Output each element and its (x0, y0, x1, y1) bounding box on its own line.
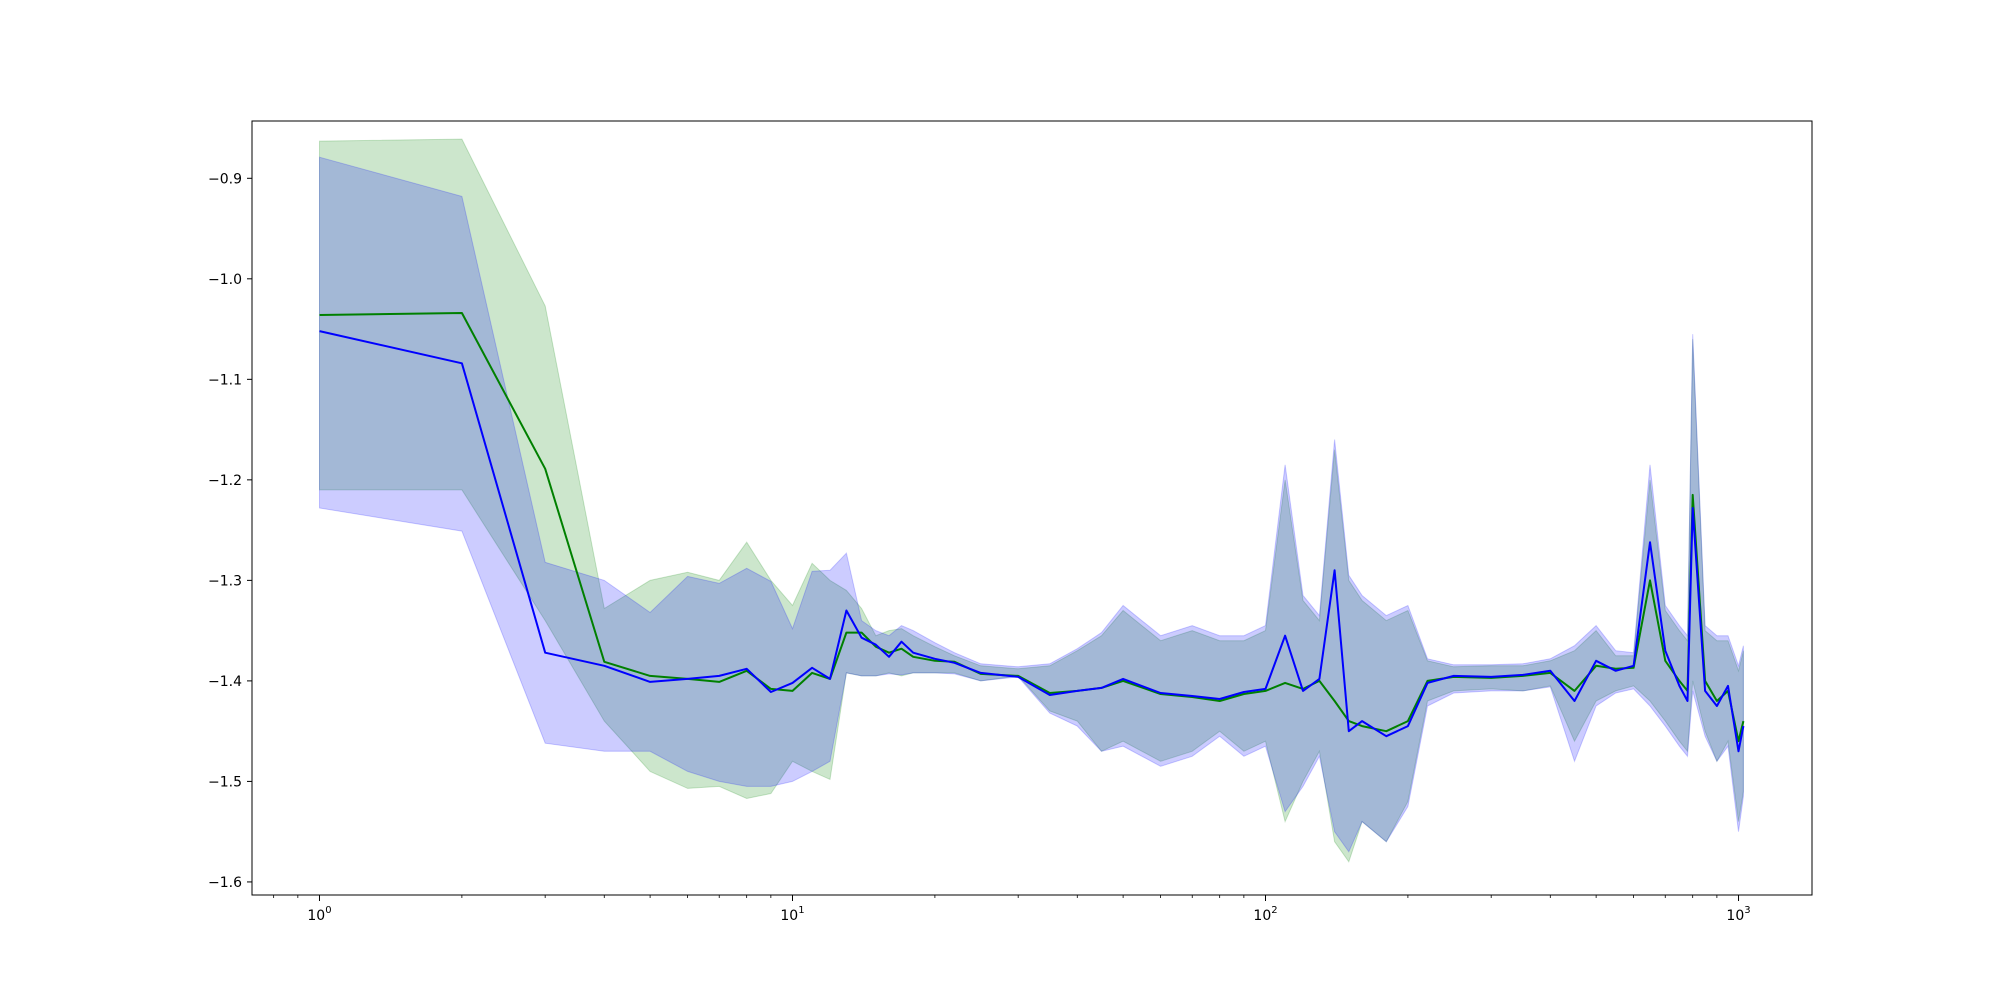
y-tick-label: −1.0 (208, 272, 242, 288)
x-axis: 100 101 102 103 (273, 895, 1751, 924)
y-tick-label: −1.3 (208, 573, 242, 589)
x-tick-label: 102 (1253, 905, 1277, 924)
x-tick-label: 100 (307, 905, 331, 924)
series-2-line (319, 330, 1745, 753)
x-tick-label: 101 (780, 905, 804, 924)
y-tick-label: −1.4 (208, 674, 242, 690)
confidence-bands (319, 138, 1744, 863)
y-tick-label: −1.1 (208, 372, 242, 388)
series-1-band (319, 138, 1744, 863)
series-1-line (319, 312, 1745, 743)
x-tick-label: 103 (1726, 905, 1750, 924)
y-tick-label: −0.9 (208, 171, 242, 187)
axes-frame (251, 120, 1813, 896)
y-tick-label: −1.2 (208, 473, 242, 489)
y-axis: −0.9 −1.0 −1.1 −1.2 −1.3 −1.4 −1.5 −1.6 (208, 171, 252, 891)
y-tick-label: −1.5 (208, 774, 242, 790)
y-tick-label: −1.6 (208, 875, 242, 891)
series-lines (319, 312, 1745, 753)
